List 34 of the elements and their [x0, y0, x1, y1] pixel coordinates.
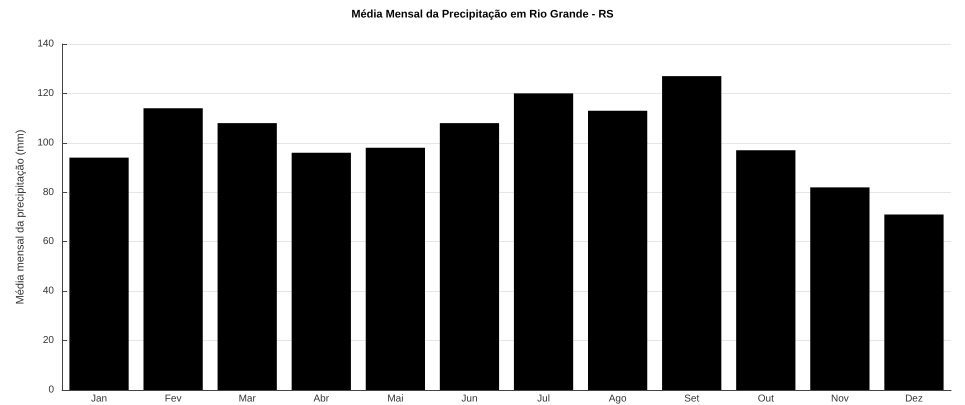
- bar: [736, 150, 796, 390]
- y-axis-title: Média mensal da precipitação (mm): [14, 130, 26, 304]
- chart-title: Média Mensal da Precipitação em Rio Grande - RS: [351, 8, 614, 20]
- y-tick-label: 20: [42, 335, 54, 346]
- bar: [292, 152, 351, 390]
- y-tick-label: 140: [37, 38, 54, 50]
- x-tick-label: Nov: [830, 394, 849, 404]
- bar: [218, 123, 277, 390]
- x-tick-label: Dez: [905, 394, 923, 404]
- y-tick-label: 40: [42, 286, 54, 297]
- y-tick-label: 60: [42, 236, 54, 248]
- bar: [810, 187, 870, 390]
- bar: [884, 214, 944, 390]
- bar: [662, 76, 722, 390]
- y-tick-label: 80: [42, 186, 54, 198]
- bar: [440, 123, 500, 390]
- x-tick-label: Set: [684, 394, 700, 404]
- x-tick-label: Fev: [164, 394, 182, 404]
- y-tick-label: 120: [37, 88, 54, 99]
- x-tick-label: Abr: [314, 394, 330, 404]
- bar: [366, 148, 426, 390]
- x-tick-label: Out: [758, 394, 774, 404]
- x-tick-label: Ago: [608, 394, 627, 404]
- bar: [143, 108, 203, 390]
- x-tick-label: Jun: [461, 394, 478, 404]
- x-tick-label: Jan: [90, 394, 108, 404]
- bar: [514, 93, 574, 390]
- x-tick-label: Mai: [387, 394, 404, 404]
- y-tick-label: 100: [37, 137, 54, 148]
- x-tick-label: Jul: [537, 394, 550, 404]
- x-tick-label: Mar: [238, 394, 256, 404]
- bar: [69, 158, 129, 390]
- bar: [588, 110, 648, 390]
- y-tick-label: 0: [48, 384, 54, 396]
